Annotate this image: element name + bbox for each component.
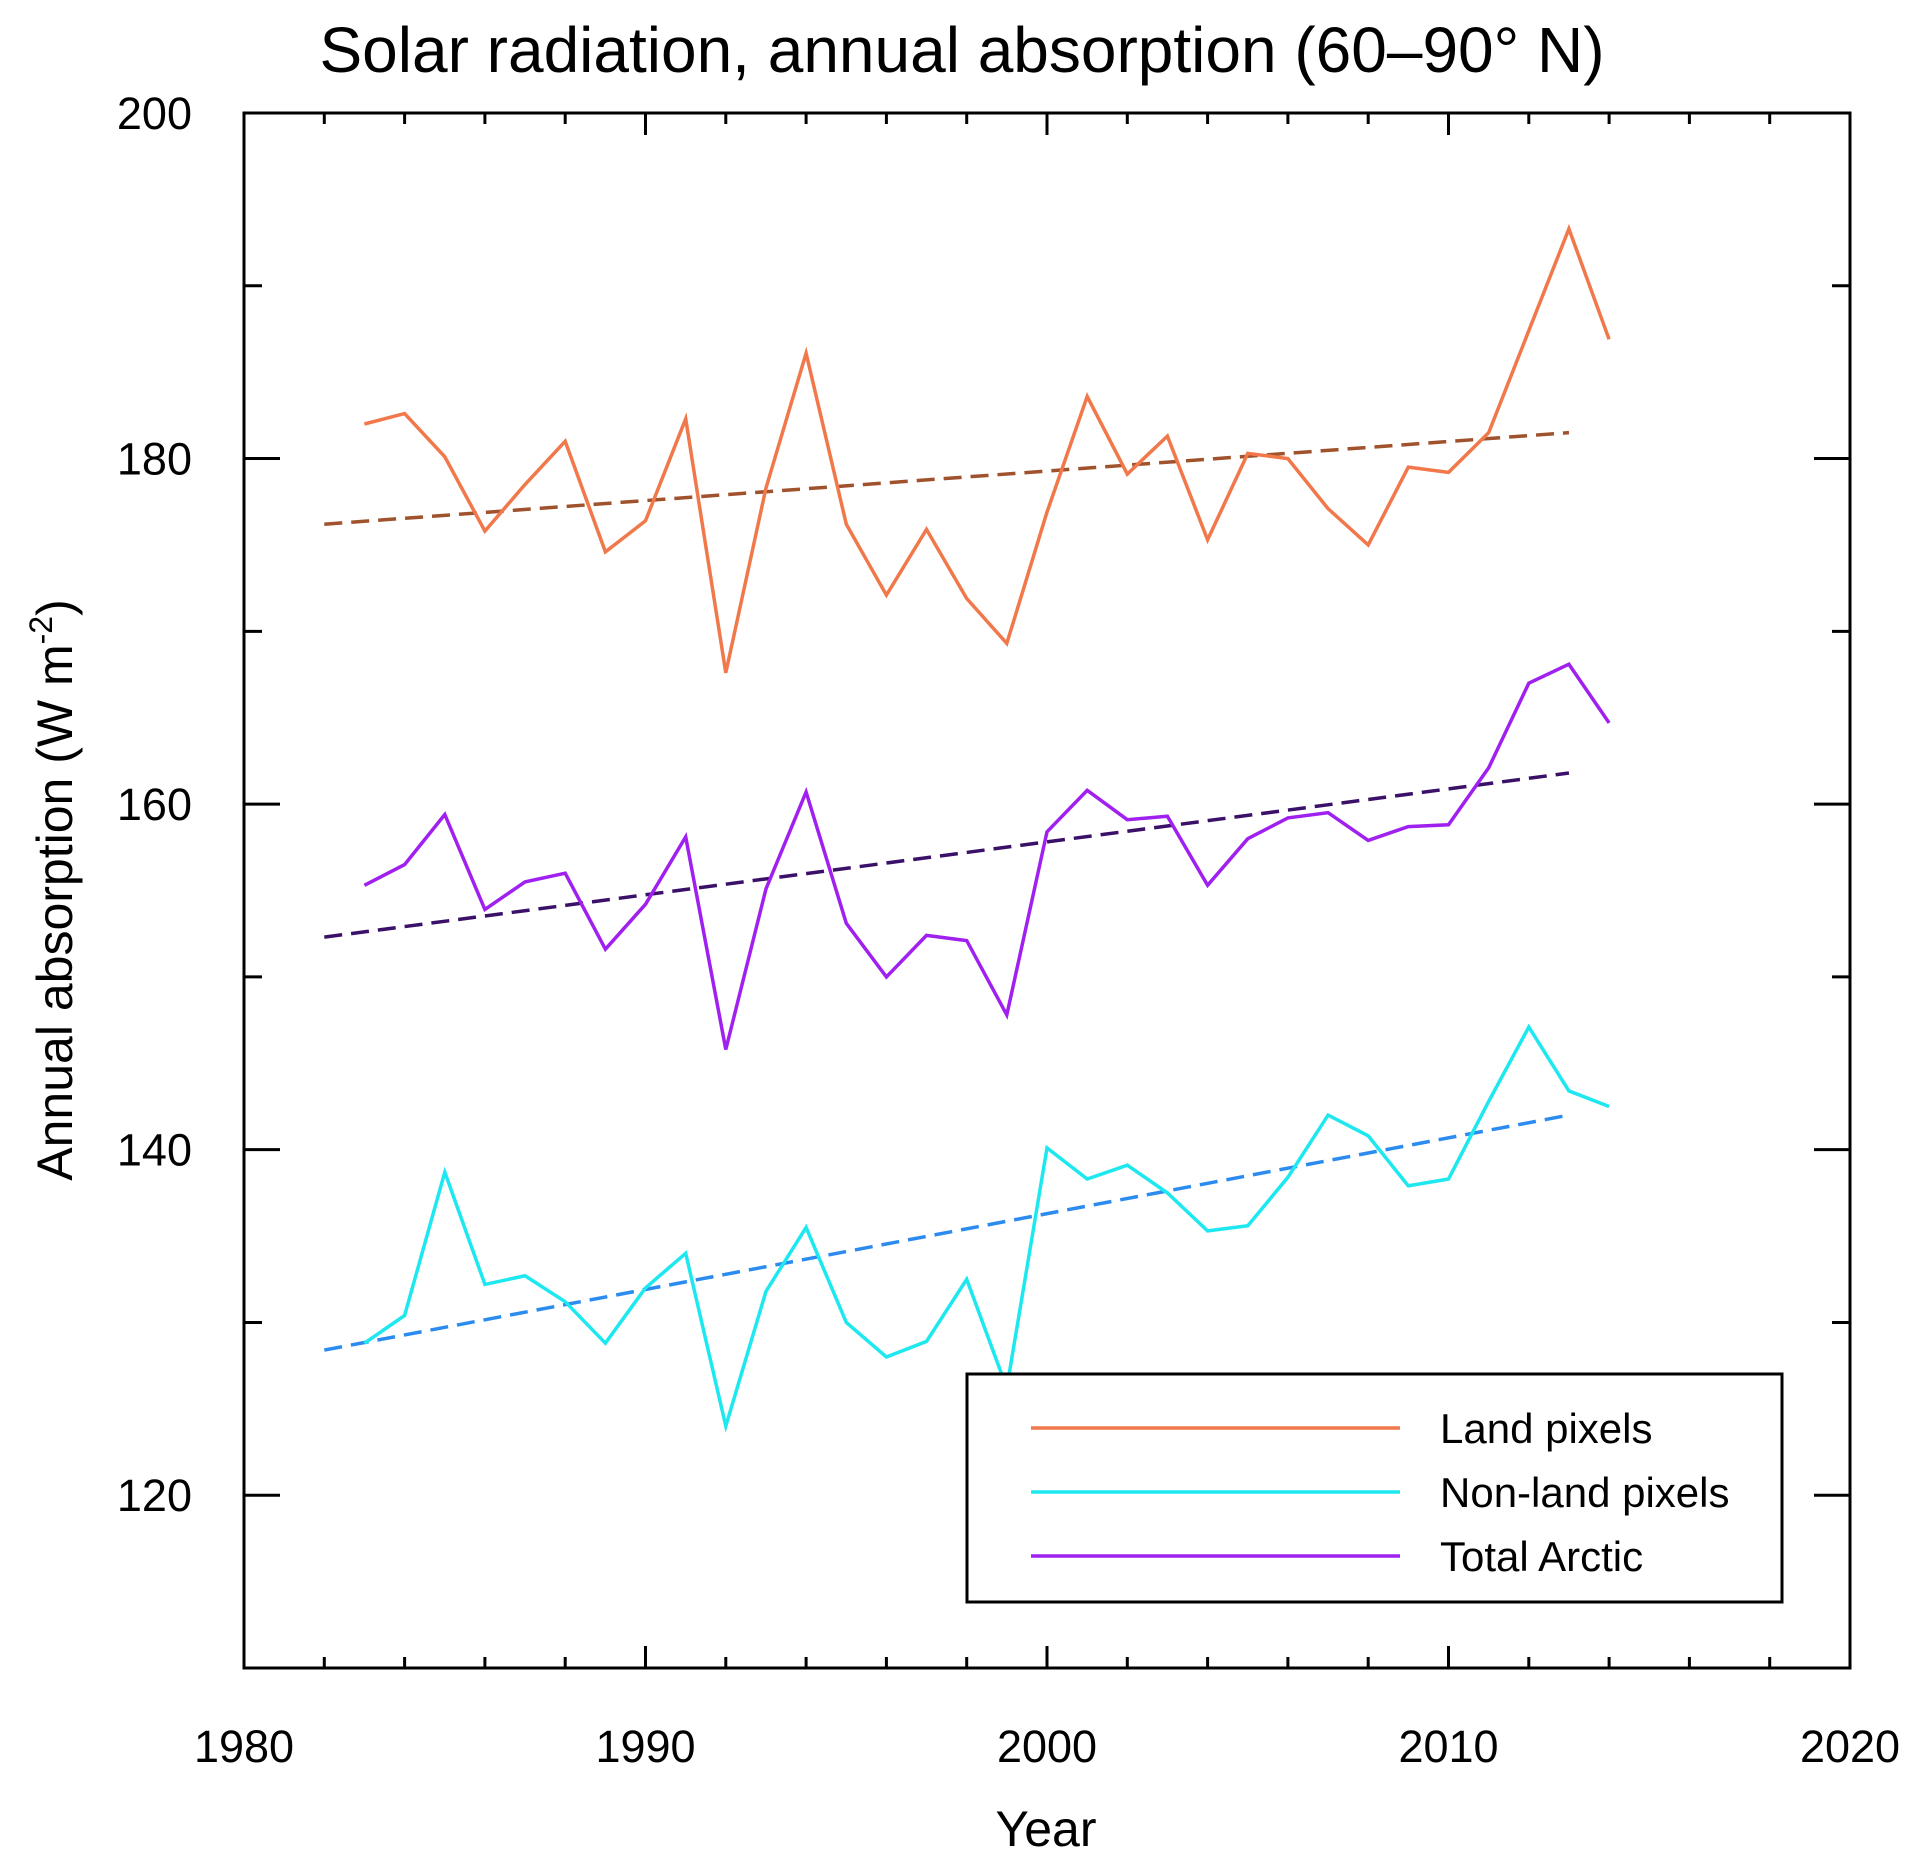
series-lines — [363, 223, 1611, 1433]
legend-label: Non-land pixels — [1440, 1469, 1730, 1516]
legend-label: Land pixels — [1440, 1405, 1652, 1452]
legend-entries: Land pixels Non-land pixels Total Arctic — [1031, 1405, 1730, 1580]
y-tick-label: 120 — [117, 1470, 192, 1521]
y-axis-label-close: ) — [27, 599, 83, 616]
y-axis-label-superscript: -2 — [23, 616, 59, 644]
chart-title: Solar radiation, annual absorption (60–9… — [319, 14, 1604, 86]
plot-frame — [242, 111, 1852, 1670]
x-tick-label: 2020 — [1800, 1721, 1900, 1772]
tick-labels: 1980 1990 2000 2010 2020 120 140 160 180 200 — [117, 88, 1900, 1772]
legend-box — [965, 1372, 1784, 1604]
y-tick-label: 180 — [117, 434, 192, 485]
series-line — [363, 223, 1611, 674]
trend-line — [323, 1113, 1570, 1352]
y-tick-label: 140 — [117, 1125, 192, 1176]
x-tick-label: 2000 — [997, 1721, 1097, 1772]
x-axis-label: Year — [995, 1801, 1096, 1857]
x-tick-label: 1980 — [194, 1721, 294, 1772]
y-tick-label: 160 — [117, 779, 192, 830]
y-axis-label: Annual absorption (W m-2) — [23, 599, 83, 1180]
x-tick-label: 2010 — [1398, 1721, 1498, 1772]
legend: Land pixels Non-land pixels Total Arctic — [965, 1372, 1784, 1604]
y-tick-label: 200 — [117, 88, 192, 139]
y-axis-label-main: Annual absorption (W m — [27, 644, 83, 1180]
trend-lines — [323, 430, 1570, 1352]
series-line — [363, 661, 1611, 1050]
x-tick-label: 1990 — [595, 1721, 695, 1772]
trend-line — [324, 430, 1570, 526]
trend-line — [324, 771, 1570, 939]
series-line — [363, 1023, 1610, 1433]
legend-label: Total Arctic — [1440, 1533, 1643, 1580]
